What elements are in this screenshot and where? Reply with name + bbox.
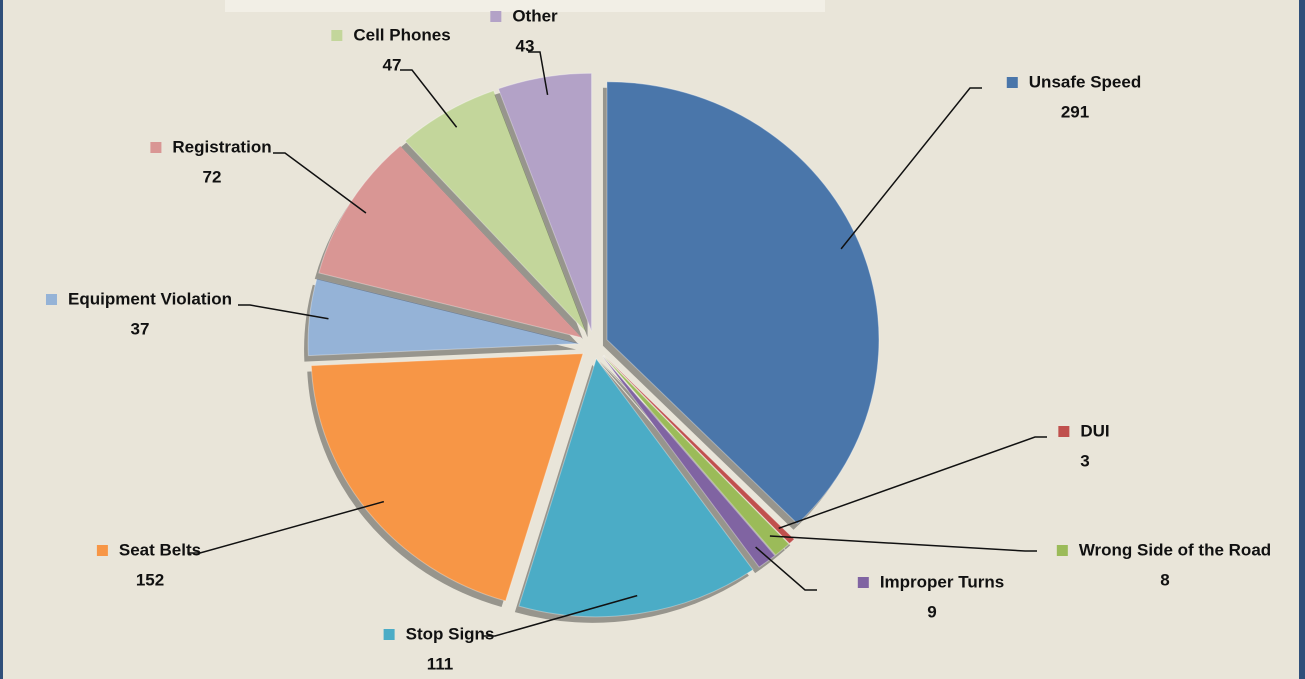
pie-slice bbox=[318, 145, 584, 339]
legend-swatch bbox=[45, 294, 57, 305]
value-label: 111 bbox=[427, 654, 454, 673]
leader-line bbox=[778, 436, 1047, 530]
pie-slice bbox=[606, 81, 880, 525]
pie-slice bbox=[310, 353, 584, 602]
value-label: 72 bbox=[203, 167, 222, 186]
value-label: 3 bbox=[1080, 451, 1089, 470]
slice-label: Wrong Side of the Road bbox=[1079, 540, 1271, 559]
legend-swatch bbox=[1058, 426, 1070, 437]
legend-swatch bbox=[331, 30, 343, 41]
legend-swatch bbox=[1006, 77, 1018, 88]
value-label: 152 bbox=[136, 570, 164, 589]
value-label: 37 bbox=[131, 319, 150, 338]
slice-label: Stop Signs bbox=[406, 624, 495, 643]
title-bar bbox=[225, 0, 825, 12]
legend-swatch bbox=[857, 577, 869, 588]
legend-swatch bbox=[383, 629, 395, 640]
legend-swatch bbox=[150, 142, 162, 153]
slice-label: Improper Turns bbox=[880, 572, 1004, 591]
slice-label: DUI bbox=[1080, 421, 1109, 440]
slice-label: Equipment Violation bbox=[68, 289, 232, 308]
left-border bbox=[0, 0, 3, 679]
pie-slice bbox=[602, 355, 776, 568]
legend-swatch bbox=[96, 545, 108, 556]
pie-slice bbox=[404, 89, 588, 334]
leader-line bbox=[238, 304, 329, 320]
legend-swatch bbox=[1056, 545, 1068, 556]
slice-label: Unsafe Speed bbox=[1029, 72, 1141, 91]
leader-line bbox=[769, 535, 1037, 552]
slice-label: Seat Belts bbox=[119, 540, 201, 559]
slice-label: Other bbox=[512, 6, 558, 25]
value-label: 8 bbox=[1160, 570, 1169, 589]
leader-line bbox=[273, 152, 367, 214]
right-border bbox=[1299, 0, 1305, 679]
leader-line bbox=[840, 87, 982, 250]
legend-swatch bbox=[490, 11, 502, 22]
leader-line bbox=[755, 546, 817, 591]
slice-label: Registration bbox=[172, 137, 271, 156]
pie-slice bbox=[602, 355, 790, 556]
value-label: 9 bbox=[927, 602, 936, 621]
pie-slice bbox=[307, 278, 581, 357]
leader-line bbox=[483, 594, 638, 637]
pie-slice bbox=[603, 354, 795, 545]
value-label: 291 bbox=[1061, 102, 1089, 121]
value-label: 43 bbox=[516, 36, 535, 55]
pie-slice bbox=[518, 357, 754, 618]
leader-line bbox=[188, 500, 385, 554]
leader-line bbox=[528, 51, 549, 96]
value-label: 47 bbox=[383, 55, 402, 74]
leader-line bbox=[400, 69, 458, 128]
slice-label: Cell Phones bbox=[353, 25, 450, 44]
